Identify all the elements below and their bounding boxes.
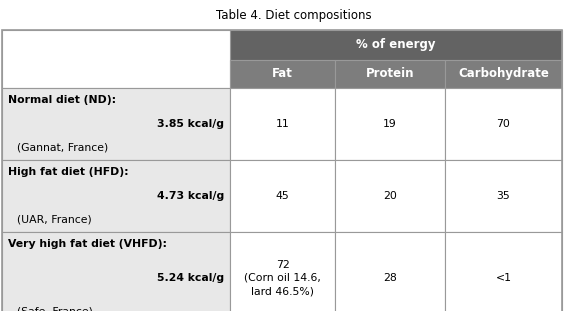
Bar (230, 88, 335, 160)
Bar (230, 232, 335, 311)
Text: 4.73 kcal/g: 4.73 kcal/g (157, 191, 224, 201)
Bar (230, 30, 562, 60)
Text: <1: <1 (495, 273, 511, 283)
Text: 3.85 kcal/g: 3.85 kcal/g (157, 119, 224, 129)
Bar (445, 160, 562, 232)
Bar (445, 60, 562, 88)
Text: 70: 70 (497, 119, 511, 129)
Text: 11: 11 (276, 119, 289, 129)
Text: Normal diet (ND):: Normal diet (ND): (8, 95, 116, 105)
Text: (Gannat, France): (Gannat, France) (17, 143, 108, 153)
Bar (445, 232, 562, 311)
Bar (335, 88, 445, 160)
Text: Fat: Fat (272, 67, 293, 81)
Bar (2, 160, 230, 232)
Text: (Safe, France): (Safe, France) (17, 307, 93, 311)
Text: 28: 28 (383, 273, 397, 283)
Text: Protein: Protein (366, 67, 414, 81)
Bar (2, 88, 230, 160)
Text: % of energy: % of energy (356, 39, 436, 52)
Text: 20: 20 (383, 191, 397, 201)
Text: 5.24 kcal/g: 5.24 kcal/g (157, 273, 224, 283)
Bar (335, 232, 445, 311)
Text: Carbohydrate: Carbohydrate (458, 67, 549, 81)
Text: High fat diet (HFD):: High fat diet (HFD): (8, 167, 129, 177)
Text: 72
(Corn oil 14.6,
lard 46.5%): 72 (Corn oil 14.6, lard 46.5%) (244, 260, 321, 296)
Bar (2, 232, 230, 311)
Bar (335, 160, 445, 232)
Text: 19: 19 (383, 119, 397, 129)
Text: Very high fat diet (VHFD):: Very high fat diet (VHFD): (8, 239, 167, 249)
Text: 35: 35 (497, 191, 510, 201)
Bar (230, 60, 335, 88)
Text: 45: 45 (276, 191, 289, 201)
Text: (UAR, France): (UAR, France) (17, 215, 92, 225)
Bar (230, 160, 335, 232)
Text: Table 4. Diet compositions: Table 4. Diet compositions (215, 8, 372, 21)
Bar (335, 60, 445, 88)
Bar (2, 30, 230, 88)
Bar (445, 88, 562, 160)
